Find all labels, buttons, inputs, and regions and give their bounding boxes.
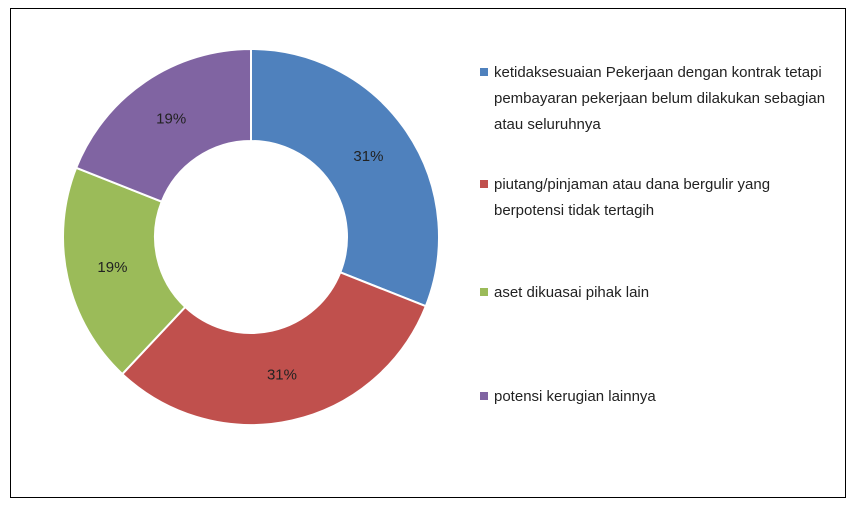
legend-item: aset dikuasai pihak lain [480, 280, 840, 306]
data-label: 19% [97, 259, 127, 276]
legend-item: ketidaksesuaian Pekerjaan dengan kontrak… [480, 60, 840, 138]
legend-label: aset dikuasai pihak lain [494, 284, 650, 301]
legend-item: potensi kerugian lainnya [480, 384, 840, 410]
chart-frame [10, 8, 846, 498]
legend-label: piutang/pinjaman atau dana bergulir yang… [494, 176, 771, 219]
legend-label: ketidaksesuaian Pekerjaan dengan kontrak… [494, 64, 826, 133]
legend-marker [480, 68, 488, 76]
data-label: 31% [267, 367, 297, 384]
donut-segment [74, 47, 252, 203]
legend-item: piutang/pinjaman atau dana bergulir yang… [480, 172, 840, 224]
legend-label: potensi kerugian lainnya [494, 388, 656, 405]
data-label: 19% [156, 111, 186, 128]
data-label: 31% [353, 148, 383, 165]
donut-segment [120, 271, 428, 426]
legend-marker [480, 288, 488, 296]
legend-marker [480, 180, 488, 188]
legend-marker [480, 392, 488, 400]
donut-segment [250, 47, 440, 308]
donut-segment [62, 166, 187, 376]
